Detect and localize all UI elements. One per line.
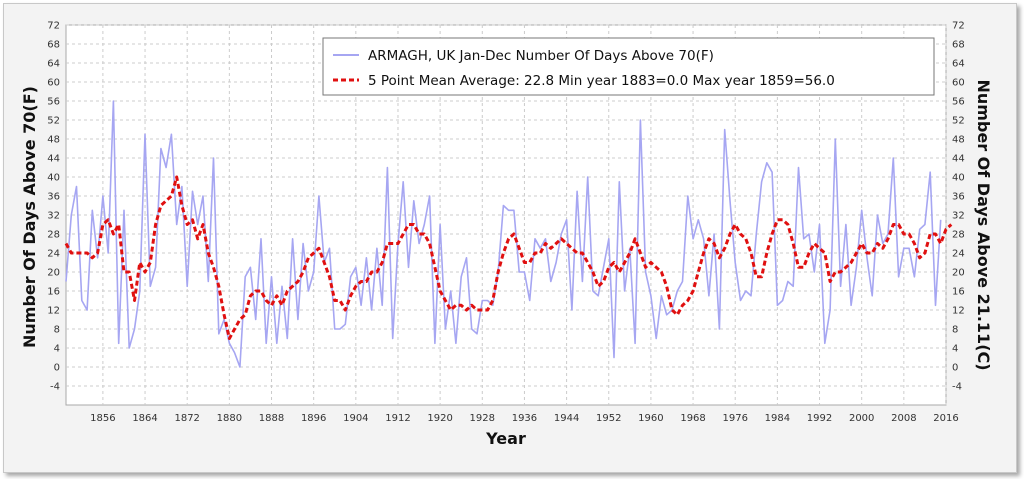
y-tick-label-right: 4: [952, 344, 958, 355]
y-tick-label-left: 44: [47, 154, 60, 165]
y-tick-label-left: 16: [47, 287, 60, 298]
y-tick-label-left: 4: [54, 344, 60, 355]
y-tick-label-right: 20: [952, 268, 965, 279]
y-tick-label-left: 48: [47, 135, 60, 146]
y-tick-label-right: 48: [952, 135, 965, 146]
y-tick-label-left: 20: [47, 268, 60, 279]
y-tick-label-left: 8: [54, 325, 60, 336]
x-tick-label: 1888: [259, 413, 284, 424]
y-tick-label-left: 56: [47, 97, 60, 108]
legend-label-mean: 5 Point Mean Average: 22.8 Min year 1883…: [368, 73, 835, 89]
y-tick-label-right: 52: [952, 116, 965, 127]
y-tick-label-right: -4: [952, 382, 962, 393]
x-tick-label: 1872: [174, 413, 199, 424]
legend: ARMAGH, UK Jan-Dec Number Of Days Above …: [322, 37, 935, 96]
x-tick-label: 1856: [90, 413, 115, 424]
y-tick-label-right: 56: [952, 97, 965, 108]
y-tick-label-left: 12: [47, 306, 60, 317]
y-tick-label-right: 40: [952, 173, 965, 184]
y-tick-label-left: 64: [47, 59, 60, 70]
y-tick-label-left: 0: [54, 363, 60, 374]
y-tick-label-left: 28: [47, 230, 60, 241]
x-tick-label: 1920: [427, 413, 452, 424]
y-tick-label-right: 12: [952, 306, 965, 317]
y-axis-title-right: Number Of Days Above 21.11(C): [974, 79, 993, 370]
y-tick-label-right: 0: [952, 363, 958, 374]
x-tick-label: 1976: [722, 413, 747, 424]
x-tick-label: 1928: [470, 413, 495, 424]
x-tick-label: 2008: [891, 413, 916, 424]
x-tick-label: 1912: [385, 413, 410, 424]
y-tick-label-left: 60: [47, 78, 60, 89]
x-tick-label: 1904: [343, 413, 368, 424]
x-tick-label: 1880: [217, 413, 242, 424]
x-tick-label: 1936: [512, 413, 537, 424]
x-tick-label: 1864: [132, 413, 157, 424]
x-tick-label: 1944: [554, 413, 579, 424]
y-tick-label-left: 36: [47, 192, 60, 203]
x-axis-title: Year: [485, 429, 526, 448]
y-tick-label-right: 44: [952, 154, 965, 165]
y-tick-label-right: 60: [952, 78, 965, 89]
x-tick-label: 1992: [807, 413, 832, 424]
y-tick-label-left: 68: [47, 40, 60, 51]
grid-lines: [66, 24, 947, 405]
x-tick-label: 1968: [680, 413, 705, 424]
y-tick-label-right: 28: [952, 230, 965, 241]
legend-box: [322, 37, 935, 96]
y-tick-label-right: 16: [952, 287, 965, 298]
y-tick-label-right: 64: [952, 59, 965, 70]
y-tick-label-left: 40: [47, 173, 60, 184]
y-tick-label-right: 36: [952, 192, 965, 203]
x-tick-label: 2000: [849, 413, 874, 424]
series-layer: [64, 100, 953, 368]
y-tick-label-left: 52: [47, 116, 60, 127]
y-tick-label-right: 68: [952, 40, 965, 51]
legend-label-annual: ARMAGH, UK Jan-Dec Number Of Days Above …: [368, 48, 714, 64]
series-line-5pt-mean: [64, 175, 953, 340]
y-tick-label-left: 72: [47, 21, 60, 32]
x-axis: 1856 1864 1872 1880 1888 1896 1904 1912 1920 1928…: [90, 413, 959, 424]
x-tick-label: 2016: [933, 413, 958, 424]
y-tick-label-left: 24: [47, 249, 60, 260]
y-tick-label-right: 24: [952, 249, 965, 260]
x-tick-label: 1952: [596, 413, 621, 424]
y-tick-label-left: -4: [50, 382, 60, 393]
x-tick-label: 1984: [765, 413, 790, 424]
x-tick-label: 1960: [638, 413, 663, 424]
y-tick-label-left: 32: [47, 211, 60, 222]
y-tick-label-right: 32: [952, 211, 965, 222]
y-tick-label-right: 72: [952, 21, 965, 32]
y-tick-label-right: 8: [952, 325, 958, 336]
x-tick-label: 1896: [301, 413, 326, 424]
y-axis-title-left: Number Of Days Above 70(F): [20, 86, 39, 348]
